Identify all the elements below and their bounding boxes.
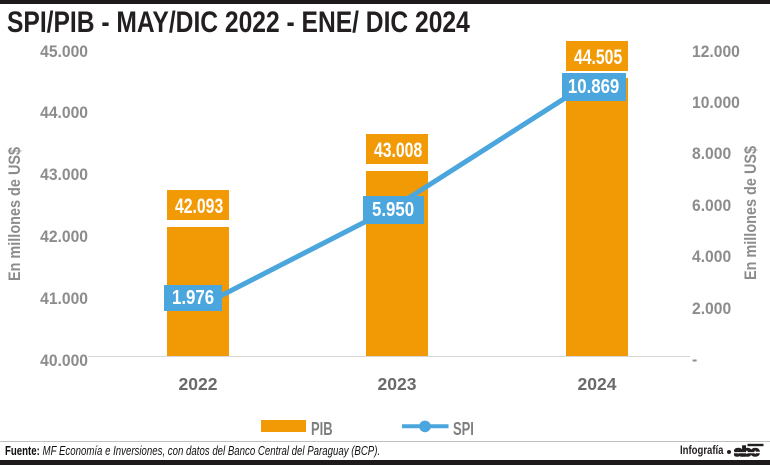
svg-text:abc: abc xyxy=(734,444,759,459)
